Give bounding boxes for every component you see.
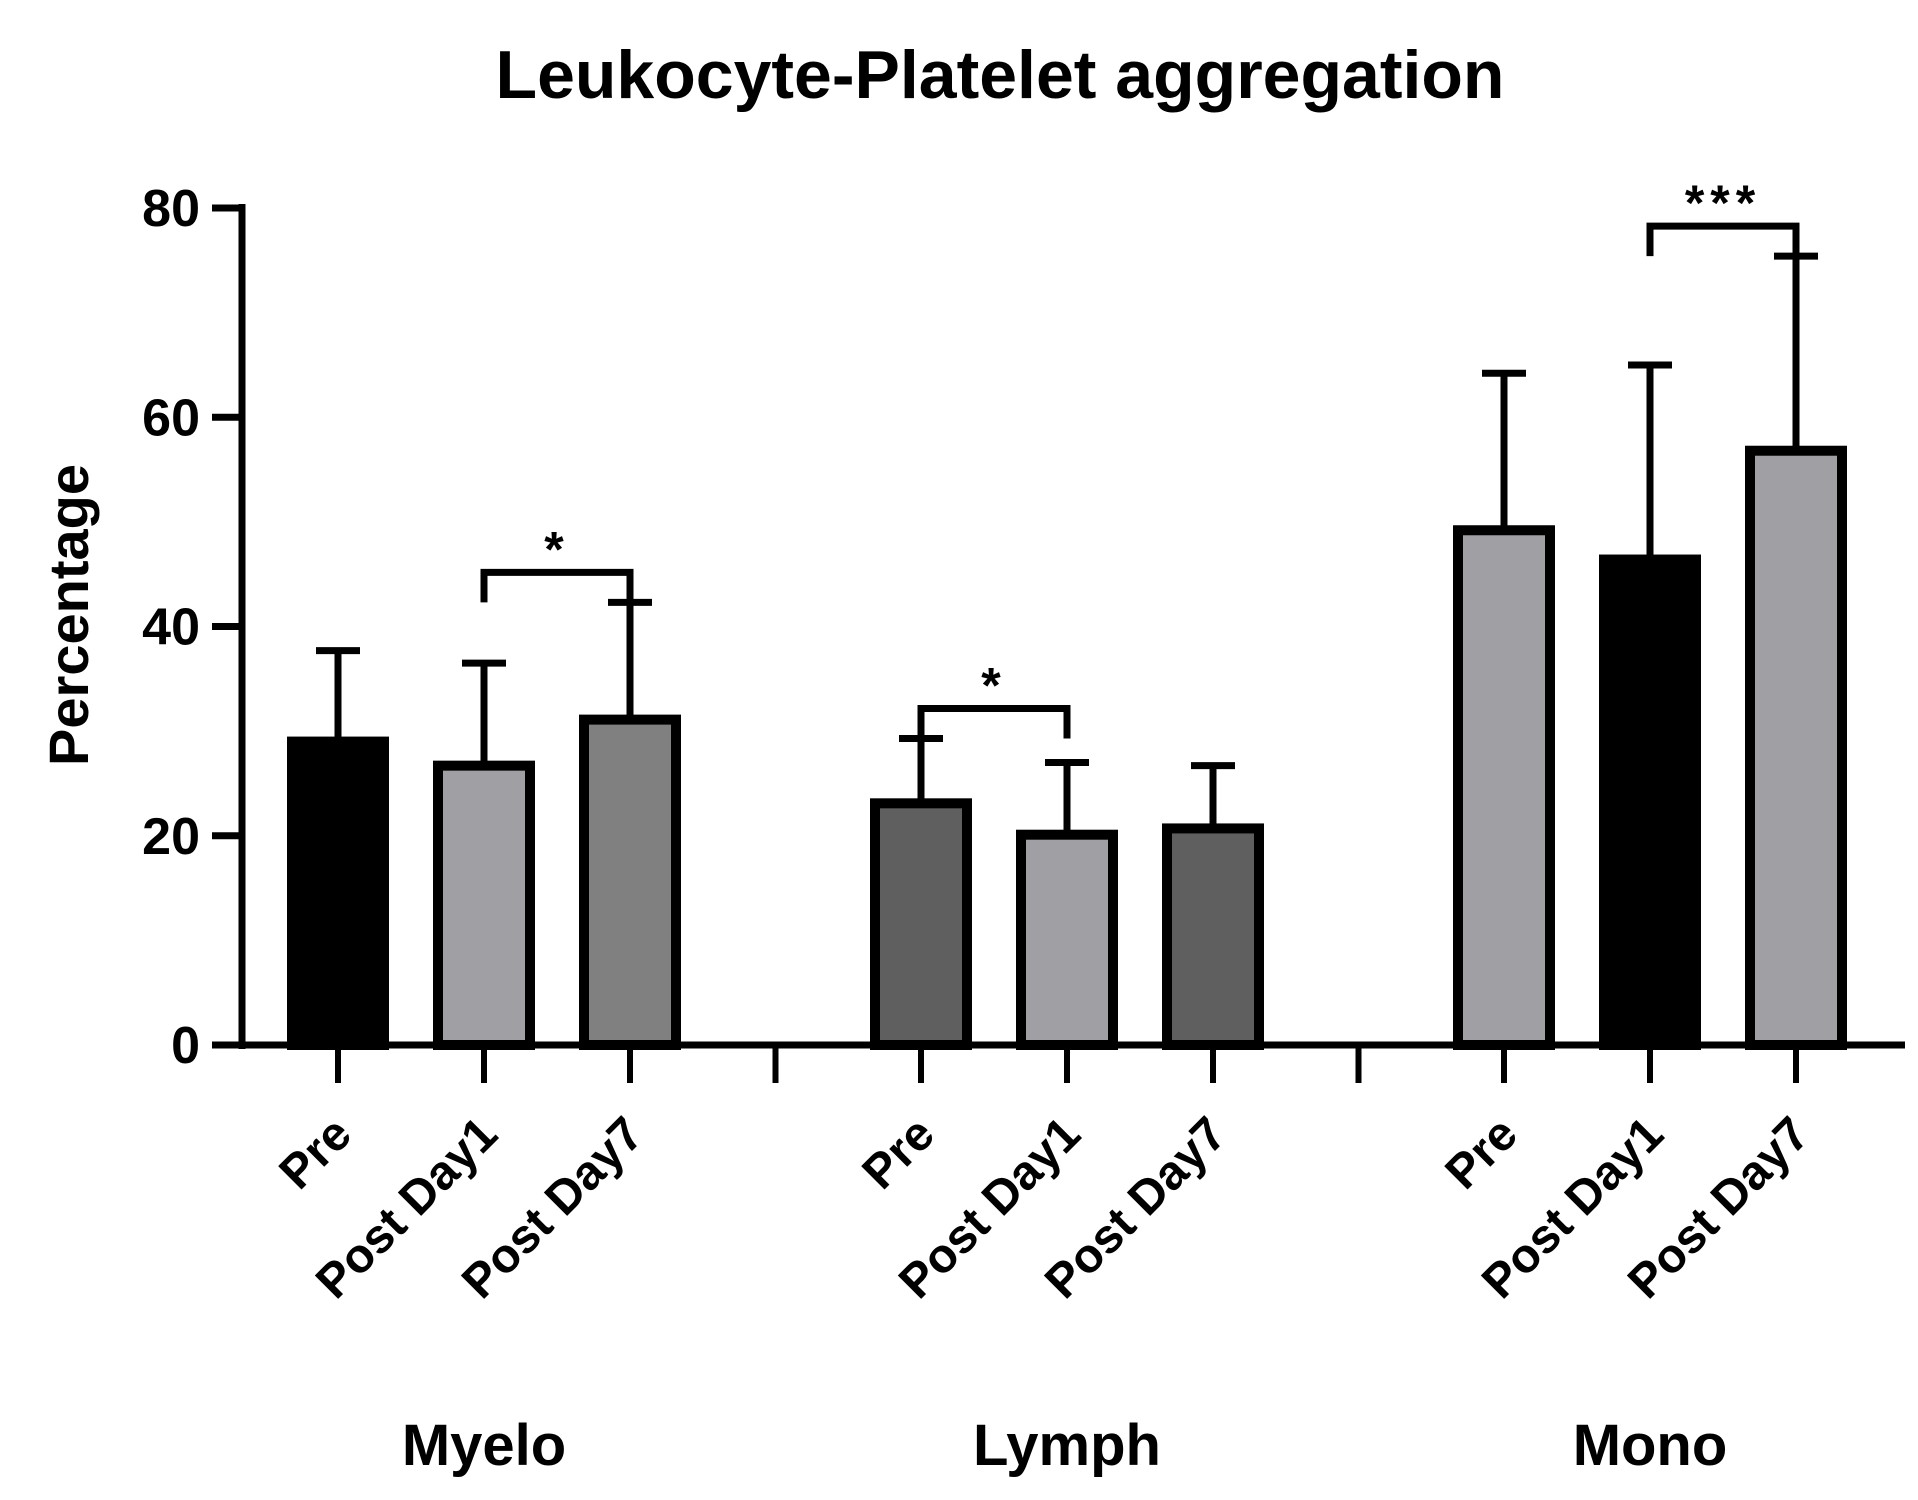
x-tick-label: Pre (270, 1107, 362, 1199)
significance-bracket (1646, 222, 1800, 257)
x-tick-label: Pre (853, 1107, 945, 1199)
bar-myelo-0 (287, 736, 389, 1051)
bar-mono-0 (1453, 525, 1555, 1050)
bar-lymph-0 (870, 798, 972, 1050)
significance-stars: * (981, 657, 1006, 713)
x-tick-label: Pre (1436, 1107, 1528, 1199)
bar-mono-1 (1599, 554, 1701, 1050)
group-label-lymph: Lymph (973, 1413, 1161, 1478)
y-axis-label: Percentage (37, 464, 100, 766)
significance-stars: * (1054, 0, 1079, 11)
significance-stars: ** (1625, 0, 1676, 11)
bar-lymph-2 (1162, 823, 1264, 1051)
bar-myelo-1 (433, 760, 535, 1050)
significance-stars: * (544, 521, 569, 577)
y-tick-label: 80 (142, 180, 200, 238)
significance-bracket (480, 568, 634, 603)
y-tick-label: 60 (142, 389, 200, 447)
significance-bracket (917, 704, 1071, 739)
bar-myelo-2 (579, 714, 681, 1051)
significance-stars: *** (1685, 175, 1761, 231)
bar-lymph-1 (1016, 829, 1118, 1050)
y-tick-label: 0 (171, 1017, 200, 1075)
y-tick-label: 40 (142, 599, 200, 657)
group-label-mono: Mono (1573, 1413, 1728, 1478)
group-label-myelo: Myelo (402, 1413, 566, 1478)
chart-title: Leukocyte-Platelet aggregation (496, 37, 1505, 113)
y-tick-label: 20 (142, 808, 200, 866)
bar-mono-2 (1745, 445, 1847, 1051)
